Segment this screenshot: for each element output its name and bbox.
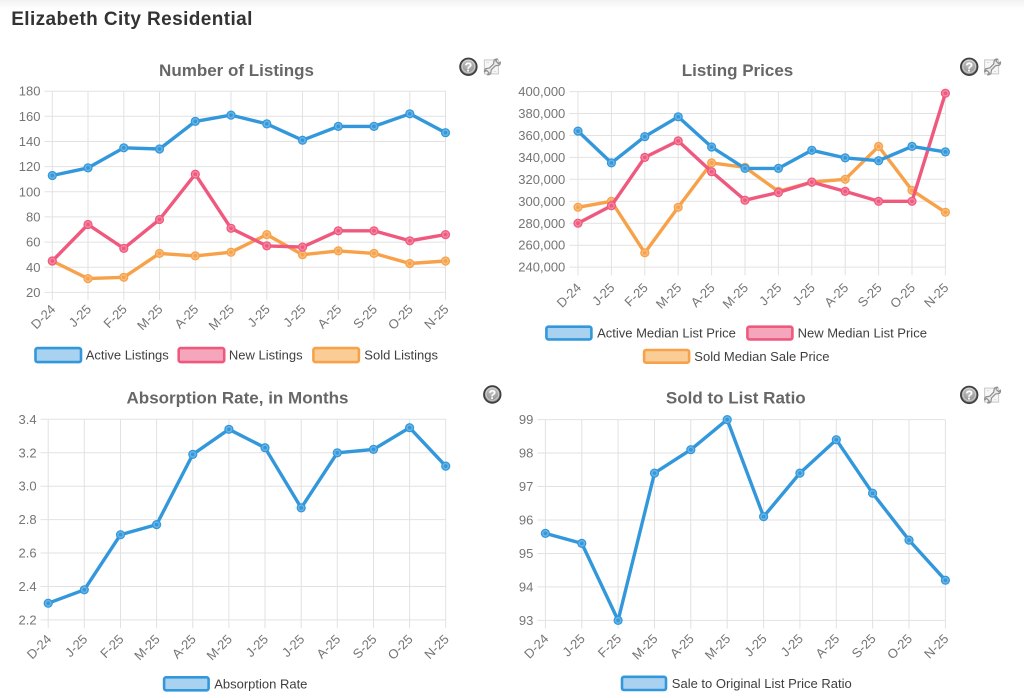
svg-text:M-25: M-25 xyxy=(131,632,163,664)
svg-text:240,000: 240,000 xyxy=(518,260,565,275)
svg-text:J-25: J-25 xyxy=(559,631,587,659)
svg-text:O-25: O-25 xyxy=(884,631,915,662)
svg-text:N-25: N-25 xyxy=(921,631,952,662)
svg-text:3.2: 3.2 xyxy=(19,445,37,460)
svg-text:300,000: 300,000 xyxy=(518,194,565,209)
svg-text:?: ? xyxy=(488,387,496,402)
svg-text:Sold Median Sale Price: Sold Median Sale Price xyxy=(694,349,829,364)
svg-text:140: 140 xyxy=(19,134,41,149)
svg-text:O-25: O-25 xyxy=(385,302,416,333)
svg-text:N-25: N-25 xyxy=(421,632,452,663)
svg-text:J-25: J-25 xyxy=(244,302,272,330)
svg-text:Sold to List Ratio: Sold to List Ratio xyxy=(666,388,806,407)
svg-text:Sold Listings: Sold Listings xyxy=(364,348,438,363)
svg-text:98: 98 xyxy=(519,446,533,461)
svg-text:J-25: J-25 xyxy=(756,280,784,308)
svg-text:A-25: A-25 xyxy=(812,631,842,661)
svg-text:S-25: S-25 xyxy=(350,302,380,332)
svg-text:96: 96 xyxy=(519,513,533,528)
svg-text:M-25: M-25 xyxy=(720,280,752,312)
svg-text:D-24: D-24 xyxy=(554,280,585,311)
svg-text:340,000: 340,000 xyxy=(518,150,565,165)
svg-text:160: 160 xyxy=(19,109,41,124)
svg-text:O-25: O-25 xyxy=(385,632,416,663)
svg-text:380,000: 380,000 xyxy=(518,106,565,121)
svg-text:New Median List Price: New Median List Price xyxy=(798,326,927,341)
svg-text:J-25: J-25 xyxy=(66,302,94,330)
svg-text:2.2: 2.2 xyxy=(19,612,37,627)
svg-text:M-25: M-25 xyxy=(653,280,685,312)
svg-text:J-25: J-25 xyxy=(62,632,90,660)
svg-text:40: 40 xyxy=(26,260,40,275)
svg-text:M-25: M-25 xyxy=(134,302,166,334)
svg-text:Number of Listings: Number of Listings xyxy=(159,61,314,80)
svg-text:F-25: F-25 xyxy=(621,280,651,310)
svg-text:320,000: 320,000 xyxy=(518,172,565,187)
svg-text:Active Listings: Active Listings xyxy=(86,348,170,363)
svg-text:3.4: 3.4 xyxy=(19,412,37,427)
svg-text:N-25: N-25 xyxy=(421,302,452,333)
svg-text:J-25: J-25 xyxy=(778,631,806,659)
svg-text:J-25: J-25 xyxy=(741,631,769,659)
svg-text:J-25: J-25 xyxy=(279,632,307,660)
svg-text:M-25: M-25 xyxy=(702,631,734,663)
svg-text:20: 20 xyxy=(26,285,40,300)
svg-text:Sale to Original List Price Ra: Sale to Original List Price Ratio xyxy=(672,676,852,691)
svg-text:M-25: M-25 xyxy=(203,632,235,664)
svg-text:99: 99 xyxy=(519,412,533,427)
svg-text:A-25: A-25 xyxy=(688,280,718,310)
svg-text:F-25: F-25 xyxy=(97,632,127,662)
svg-text:F-25: F-25 xyxy=(100,302,130,332)
svg-text:120: 120 xyxy=(19,159,41,174)
svg-text:180: 180 xyxy=(19,84,41,99)
svg-text:2.6: 2.6 xyxy=(19,546,37,561)
svg-text:S-25: S-25 xyxy=(350,632,380,662)
svg-text:A-25: A-25 xyxy=(821,280,851,310)
svg-text:J-25: J-25 xyxy=(243,632,271,660)
svg-text:3.0: 3.0 xyxy=(19,479,37,494)
svg-text:Absorption Rate, in Months: Absorption Rate, in Months xyxy=(127,388,349,407)
svg-text:94: 94 xyxy=(519,580,533,595)
svg-text:Absorption Rate: Absorption Rate xyxy=(214,676,307,691)
svg-text:J-25: J-25 xyxy=(589,280,617,308)
svg-text:360,000: 360,000 xyxy=(518,128,565,143)
svg-text:O-25: O-25 xyxy=(887,280,918,311)
svg-text:A-25: A-25 xyxy=(171,302,201,332)
svg-text:A-25: A-25 xyxy=(667,631,697,661)
svg-text:A-25: A-25 xyxy=(314,302,344,332)
svg-text:Listing Prices: Listing Prices xyxy=(682,61,793,80)
svg-text:400,000: 400,000 xyxy=(518,84,565,99)
svg-text:280,000: 280,000 xyxy=(518,216,565,231)
svg-text:A-25: A-25 xyxy=(313,632,343,662)
svg-text:?: ? xyxy=(965,59,973,74)
svg-text:J-25: J-25 xyxy=(789,280,817,308)
svg-text:2.4: 2.4 xyxy=(19,579,37,594)
svg-text:?: ? xyxy=(965,387,973,402)
svg-text:M-25: M-25 xyxy=(629,631,661,663)
svg-text:?: ? xyxy=(464,59,472,74)
svg-text:D-24: D-24 xyxy=(521,631,552,662)
svg-text:F-25: F-25 xyxy=(595,631,625,661)
svg-text:D-24: D-24 xyxy=(28,302,59,333)
svg-text:D-24: D-24 xyxy=(24,632,55,663)
svg-text:100: 100 xyxy=(19,184,41,199)
svg-text:60: 60 xyxy=(26,235,40,250)
svg-text:S-25: S-25 xyxy=(855,280,885,310)
svg-text:A-25: A-25 xyxy=(169,632,199,662)
svg-text:80: 80 xyxy=(26,210,40,225)
svg-text:Active Median List Price: Active Median List Price xyxy=(597,326,736,341)
svg-text:97: 97 xyxy=(519,479,533,494)
svg-text:N-25: N-25 xyxy=(921,280,952,311)
svg-text:93: 93 xyxy=(519,613,533,628)
svg-text:M-25: M-25 xyxy=(206,302,238,334)
svg-text:95: 95 xyxy=(519,546,533,561)
svg-text:New Listings: New Listings xyxy=(229,348,303,363)
svg-text:S-25: S-25 xyxy=(849,631,879,661)
svg-text:J-25: J-25 xyxy=(280,302,308,330)
svg-text:2.8: 2.8 xyxy=(19,512,37,527)
svg-text:260,000: 260,000 xyxy=(518,238,565,253)
